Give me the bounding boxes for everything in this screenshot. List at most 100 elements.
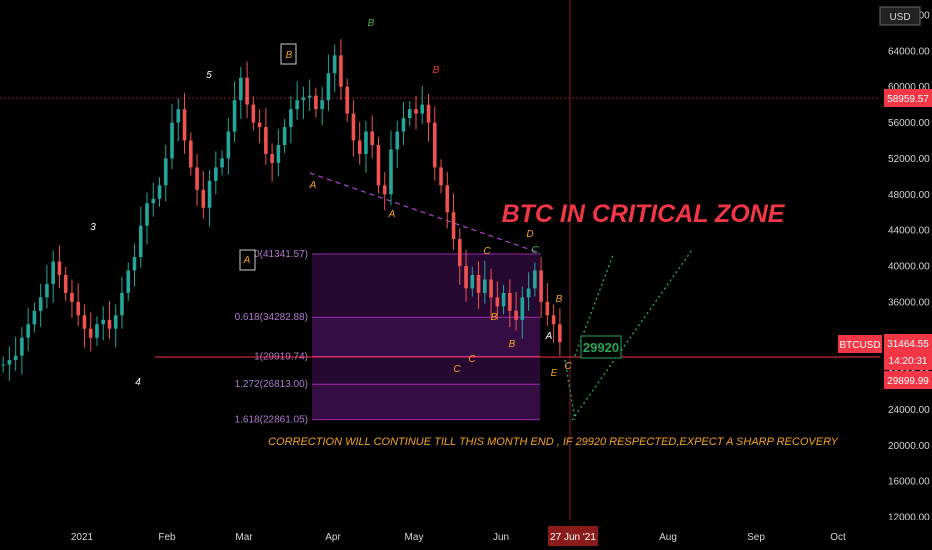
candle xyxy=(7,346,12,381)
candle-body xyxy=(120,292,124,316)
symbol-tag xyxy=(838,335,882,353)
candle-body xyxy=(289,109,293,128)
candle-body xyxy=(520,297,525,320)
candle xyxy=(451,193,456,250)
candle xyxy=(514,291,518,331)
wave-label: C xyxy=(531,245,539,256)
candle xyxy=(357,121,362,165)
candle-body xyxy=(332,55,337,74)
candle-body xyxy=(470,274,475,289)
candle xyxy=(526,272,531,311)
candle xyxy=(270,143,274,182)
candle-body xyxy=(489,279,493,298)
candle-body xyxy=(63,274,68,293)
fib-zone xyxy=(312,356,540,385)
candle-body xyxy=(107,319,112,329)
candle-body xyxy=(457,239,462,266)
candle xyxy=(82,304,87,348)
candle xyxy=(476,261,481,310)
candle xyxy=(138,206,143,268)
candle-body xyxy=(51,261,55,284)
x-tick-label: Oct xyxy=(830,532,846,543)
candle-body xyxy=(20,337,24,356)
projection-lines[interactable] xyxy=(564,249,693,421)
wave-label: A xyxy=(388,209,396,220)
candle xyxy=(170,103,174,170)
candle xyxy=(20,326,24,375)
candle-body xyxy=(345,86,349,114)
wave-label: B xyxy=(433,65,440,76)
symbol-label: BTCUSD xyxy=(839,340,880,351)
candle xyxy=(76,283,80,327)
current-price-tag xyxy=(884,334,932,370)
candle-body xyxy=(382,185,387,195)
candle xyxy=(226,118,231,175)
candle xyxy=(464,249,468,302)
candle-body xyxy=(551,315,556,325)
wave-label: C xyxy=(468,354,476,365)
wave-label: B xyxy=(368,18,375,29)
fib-label: 1.272(26813.00) xyxy=(235,379,308,390)
candle-body xyxy=(270,153,274,163)
wave-label: B xyxy=(556,294,563,305)
candle xyxy=(489,268,493,317)
candle xyxy=(364,120,368,173)
candle-body xyxy=(151,198,156,204)
wave-label: B xyxy=(491,312,498,323)
candle-body xyxy=(220,158,224,168)
target-box[interactable]: 29920 xyxy=(580,335,622,359)
projection-up-right[interactable] xyxy=(571,249,693,421)
crosshair-date-tag xyxy=(548,526,598,546)
candle xyxy=(301,86,306,119)
y-tick-label: 64000.00 xyxy=(888,46,930,57)
candle xyxy=(145,192,149,245)
wave-label: A xyxy=(545,331,553,342)
wave-label: C xyxy=(564,361,572,372)
candle-body xyxy=(195,167,199,190)
candle xyxy=(120,276,124,329)
candle xyxy=(558,308,562,356)
fibonacci-retracement[interactable]: 0(41341.57)0.618(34282.88)1(29919.74)1.2… xyxy=(235,249,540,426)
y-tick-label: 60000.00 xyxy=(888,82,930,93)
price-axis-bg xyxy=(880,0,932,520)
candle xyxy=(201,170,206,219)
candle-body xyxy=(70,292,74,302)
candle xyxy=(414,95,418,130)
candle xyxy=(1,356,5,373)
resistance-tag xyxy=(884,89,932,107)
y-tick-label: 56000.00 xyxy=(888,118,930,129)
price-axis: 68000.0064000.0060000.0056000.0052000.00… xyxy=(880,0,932,524)
x-tick-label: Feb xyxy=(158,532,176,543)
candle-body xyxy=(501,292,506,307)
candle xyxy=(26,308,30,352)
candle xyxy=(432,106,437,181)
candle xyxy=(107,300,112,340)
candle xyxy=(220,150,224,176)
candle xyxy=(332,44,337,93)
candle-body xyxy=(226,131,231,159)
wave-label: E xyxy=(551,368,558,379)
candles xyxy=(1,39,562,381)
projection-down[interactable] xyxy=(564,359,576,421)
candle-body xyxy=(407,109,412,119)
candle-body xyxy=(188,140,193,168)
wave-label: 5 xyxy=(206,70,212,81)
candle-body xyxy=(76,301,80,316)
current-price: 31464.55 xyxy=(887,339,929,350)
candle xyxy=(382,171,387,211)
candle xyxy=(132,243,137,287)
candle-body xyxy=(82,315,87,329)
wave-label: 3 xyxy=(90,222,96,233)
candle xyxy=(539,257,543,318)
candle-body xyxy=(88,328,93,338)
y-tick-label: 48000.00 xyxy=(888,190,930,201)
candle xyxy=(376,136,381,194)
candle xyxy=(395,120,400,169)
y-tick-label: 20000.00 xyxy=(888,441,930,452)
wave-label: 4 xyxy=(135,377,141,388)
candle xyxy=(207,170,212,227)
fib-zone xyxy=(312,384,540,420)
candle-body xyxy=(26,324,30,338)
trend-line[interactable] xyxy=(309,172,541,254)
